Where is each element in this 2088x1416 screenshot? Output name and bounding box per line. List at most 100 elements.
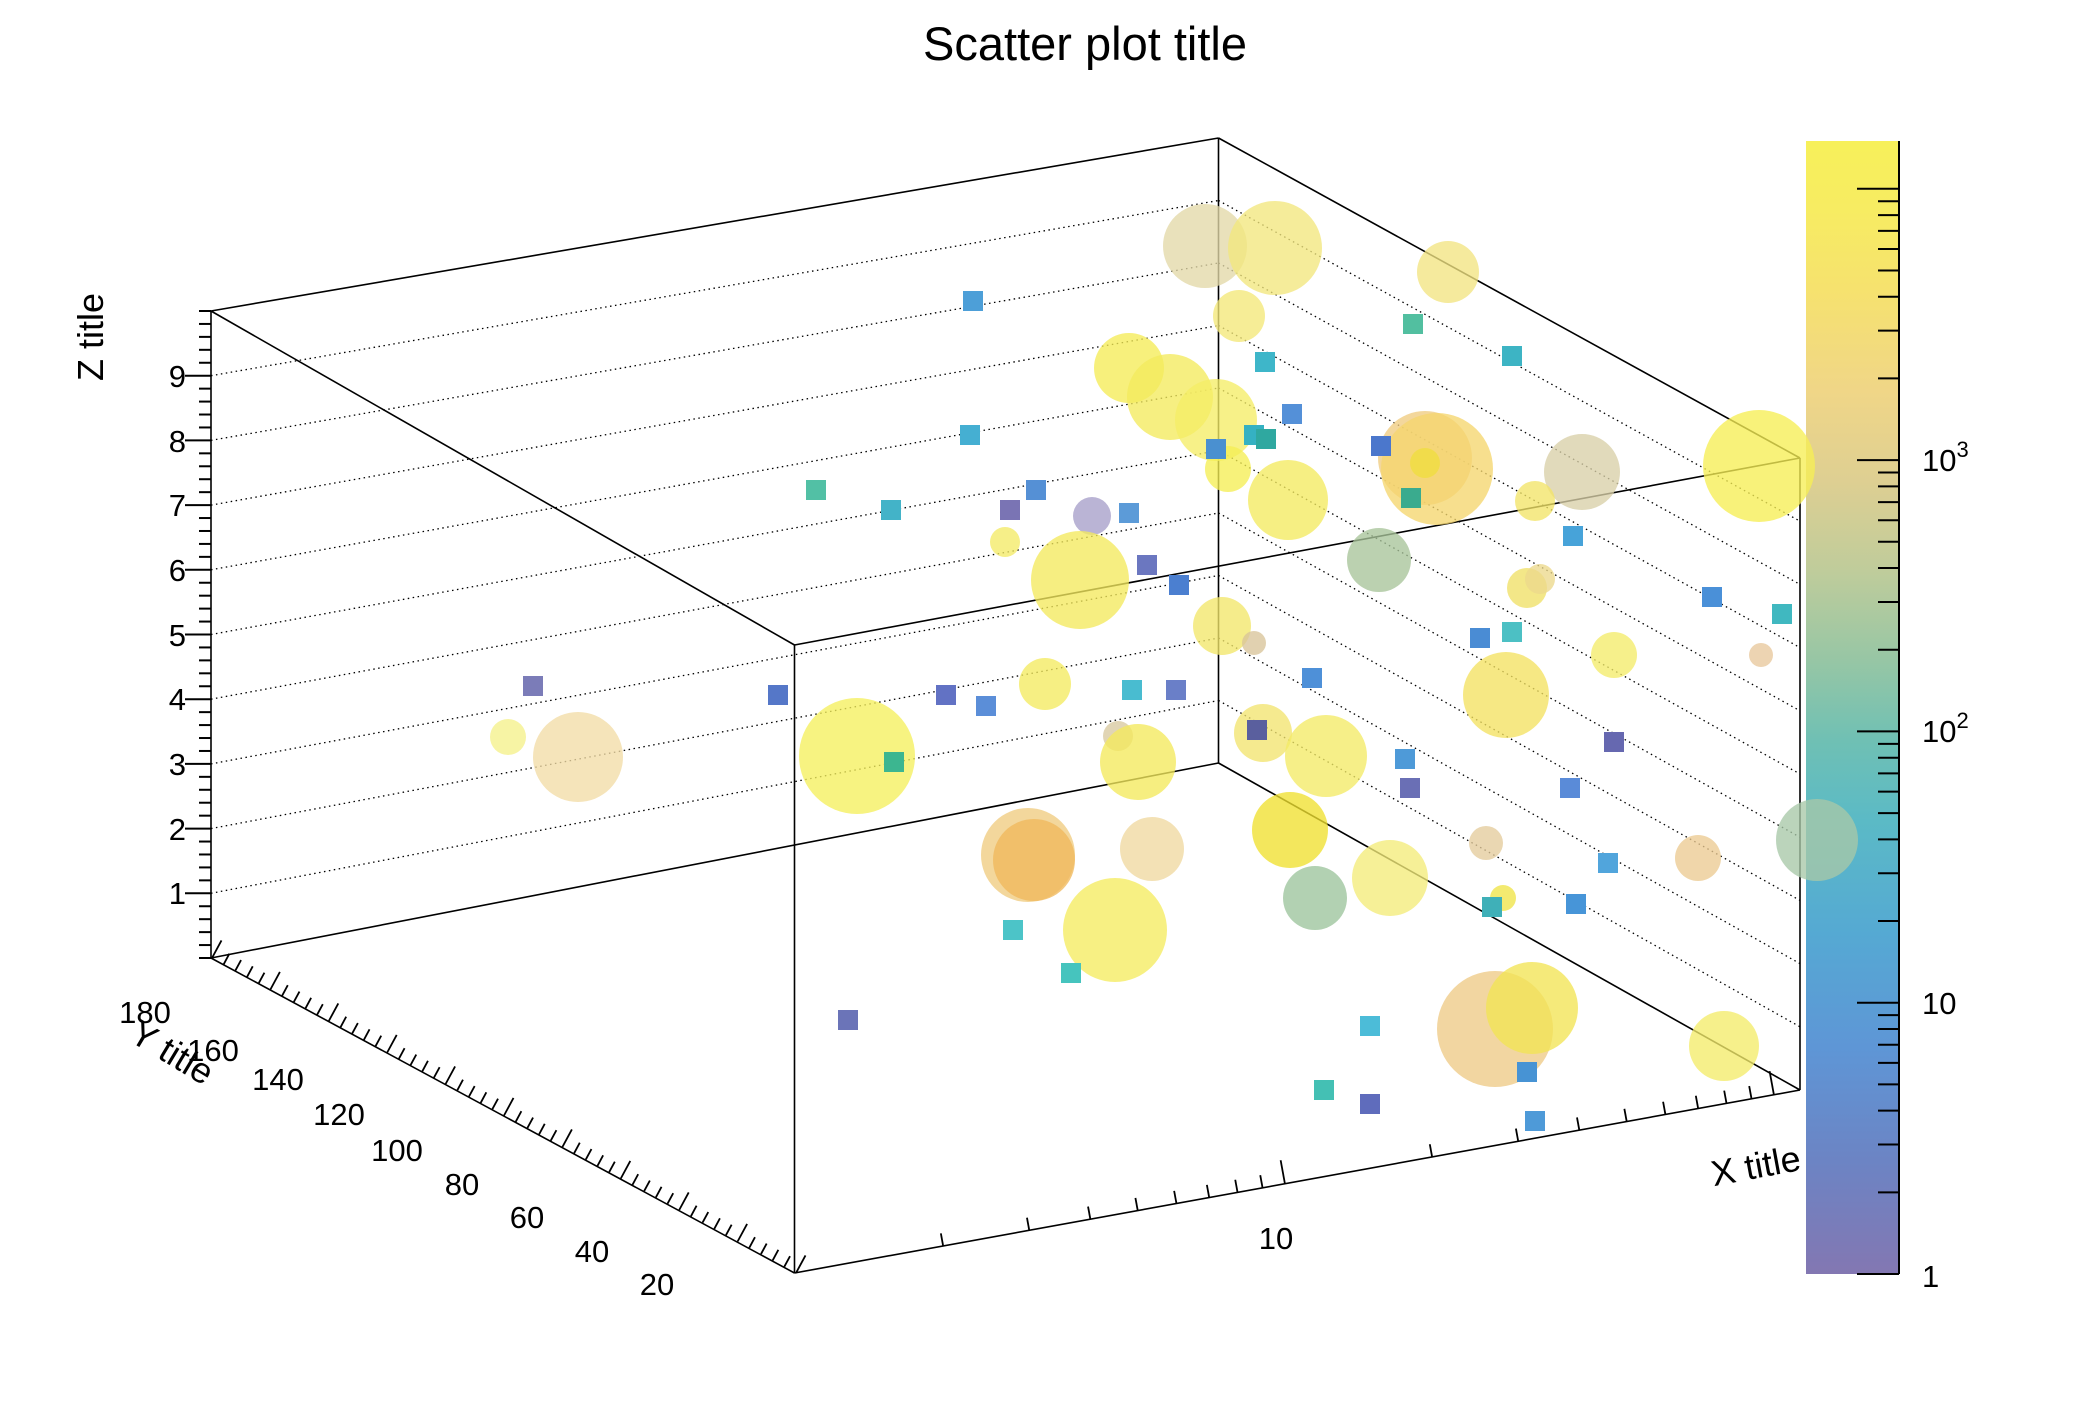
y-axis-tick: [736, 1223, 748, 1242]
bubble-marker: [990, 527, 1020, 557]
axis-ticks: [185, 310, 1775, 1274]
y-axis-tick: [339, 1016, 347, 1028]
square-marker: [1395, 749, 1415, 769]
square-marker: [1119, 503, 1139, 523]
bubble-marker: [1175, 379, 1257, 461]
bubble-marker: [1120, 817, 1184, 881]
y-axis-tick: [316, 1003, 324, 1016]
bubble-marker: [1242, 631, 1266, 655]
square-marker: [1598, 853, 1618, 873]
y-axis-tick: [549, 1129, 558, 1142]
colorbar-gradient: [1806, 141, 1899, 1274]
z-gridline-left-wall: [210, 262, 1219, 442]
square-marker: [1525, 1111, 1545, 1131]
y-axis-tick: [421, 1060, 429, 1072]
y-axis-tick: [456, 1079, 464, 1091]
y-axis-tick: [561, 1128, 573, 1148]
z-gridline-left-wall: [210, 199, 1219, 377]
y-axis-tick: [363, 1028, 371, 1041]
square-marker: [1470, 628, 1490, 648]
square-marker: [1360, 1016, 1380, 1036]
square-marker: [1482, 897, 1502, 917]
square-marker: [1282, 404, 1302, 424]
square-marker: [963, 291, 983, 311]
y-tick-label: 160: [187, 1033, 239, 1068]
z-gridline-left-wall: [210, 574, 1219, 765]
bubble-marker: [1410, 448, 1440, 478]
z-tick-label: 3: [169, 747, 186, 782]
y-axis-tick: [608, 1161, 616, 1173]
square-marker: [1400, 778, 1420, 798]
bubble-marker: [1073, 497, 1111, 535]
box-top-edge: [210, 137, 1219, 312]
y-axis-tick: [795, 1254, 807, 1274]
bubble-marker: [799, 698, 915, 814]
bubble-marker: [1776, 799, 1858, 881]
square-marker: [1061, 963, 1081, 983]
x-tick-label: 10: [1259, 1221, 1293, 1256]
y-axis-tick: [584, 1148, 593, 1161]
z-gridline-right-wall: [1218, 512, 1801, 838]
square-marker: [1371, 436, 1391, 456]
y-tick-label: 40: [575, 1234, 609, 1269]
y-tick-label: 20: [640, 1267, 674, 1302]
box-top-edge: [1218, 137, 1801, 459]
x-axis-tick: [1279, 1160, 1286, 1185]
y-axis-tick: [257, 972, 266, 984]
y-axis-tick: [725, 1224, 733, 1236]
bubble-marker: [1486, 962, 1578, 1054]
square-marker: [1255, 352, 1275, 372]
y-axis-tick: [234, 959, 242, 972]
y-tick-label: 60: [510, 1200, 544, 1235]
bubble-marker: [1283, 866, 1347, 930]
y-tick-label: 100: [371, 1133, 423, 1168]
y-axis-tick: [690, 1205, 698, 1217]
bubble-marker: [1063, 878, 1167, 982]
y-axis-tick: [701, 1211, 710, 1224]
bubble-marker: [1031, 531, 1129, 629]
y-axis-title: Y title: [124, 1012, 222, 1093]
bubble-marker: [1248, 460, 1328, 540]
box-top-edge: [794, 457, 1801, 646]
z-gridline-right-wall: [1218, 262, 1801, 585]
y-axis-tick: [281, 984, 289, 997]
z-gridline-left-wall: [210, 512, 1219, 700]
box-top-edge: [210, 310, 795, 646]
bubble-marker: [1163, 204, 1247, 288]
square-marker: [976, 696, 996, 716]
bubble-marker: [1100, 724, 1176, 800]
z-gridline-left-wall: [210, 449, 1219, 636]
square-marker: [1302, 668, 1322, 688]
z-tick-label: 9: [169, 359, 186, 394]
z-gridlines: [210, 199, 1801, 1028]
y-axis-tick: [246, 965, 254, 978]
x-axis-tick: [939, 1233, 945, 1247]
y-axis-tick: [491, 1098, 499, 1110]
square-marker: [1502, 622, 1522, 642]
square-marker: [1122, 680, 1142, 700]
x-axis-tick: [1576, 1117, 1581, 1131]
square-marker: [1247, 720, 1267, 740]
square-marker: [523, 676, 543, 696]
bubble-marker: [1285, 715, 1367, 797]
x-axis-tick: [1026, 1217, 1031, 1231]
y-axis-tick: [771, 1249, 780, 1261]
square-marker: [838, 1010, 858, 1030]
square-marker: [1604, 732, 1624, 752]
square-marker: [1206, 439, 1226, 459]
y-axis-tick: [328, 1002, 340, 1022]
square-marker: [960, 425, 980, 445]
y-axis-tick: [503, 1097, 515, 1116]
y-axis-tick: [374, 1035, 383, 1047]
y-axis-tick: [783, 1255, 791, 1268]
square-marker: [1314, 1080, 1334, 1100]
y-axis-tick: [678, 1191, 690, 1211]
square-marker: [1502, 346, 1522, 366]
square-marker: [1137, 555, 1157, 575]
x-axis-tick: [1748, 1085, 1753, 1099]
bubble-marker: [1252, 792, 1328, 868]
y-axis-tick: [596, 1154, 604, 1167]
bubble-marker: [490, 719, 526, 755]
bubble-marker: [1525, 564, 1555, 594]
